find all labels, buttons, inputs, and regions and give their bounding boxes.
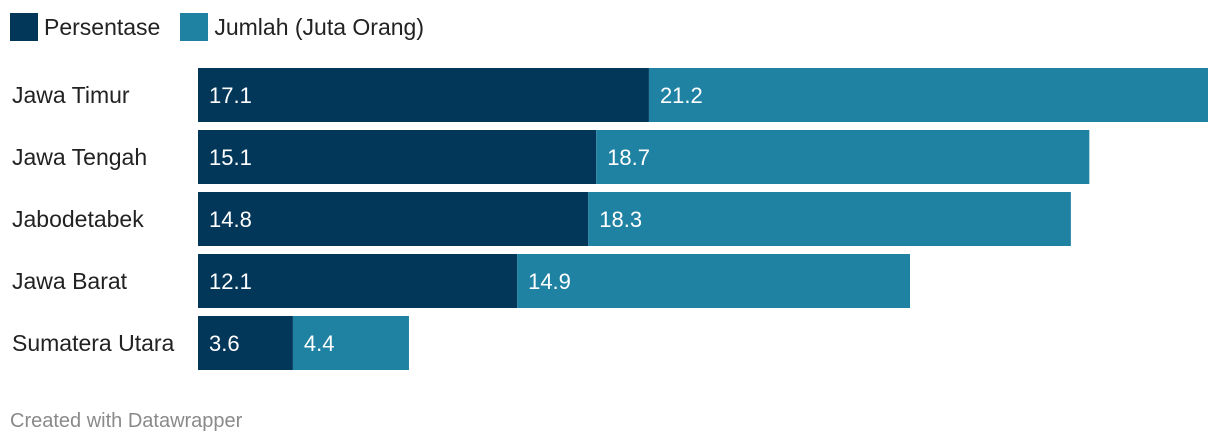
data-label-jawa-tengah-series-1: 18.7 — [607, 145, 650, 170]
bar-jawa-tengah-series-0 — [198, 130, 597, 184]
bar-jawa-tengah-series-1 — [596, 130, 1090, 184]
data-label-jawa-barat-series-0: 12.1 — [209, 269, 252, 294]
legend-swatch-persentase — [10, 13, 38, 41]
category-label-jawa-barat: Jawa Barat — [12, 268, 128, 294]
bar-jawa-timur-series-1 — [648, 68, 1208, 122]
data-label-jawa-barat-series-1: 14.9 — [528, 269, 571, 294]
data-label-jawa-timur-series-0: 17.1 — [209, 83, 252, 108]
data-label-jawa-timur-series-1: 21.2 — [660, 83, 703, 108]
bar-sumatera-utara-series-1 — [292, 316, 409, 370]
stacked-bar-chart: Jawa Timur 17.1 21.2 Jawa Tengah 15.1 18.7 Jab… — [12, 68, 1208, 370]
bar-jawa-timur-series-0 — [198, 68, 649, 122]
bar-jawa-barat-series-1 — [517, 254, 911, 308]
bar-jawa-barat-series-0 — [198, 254, 518, 308]
bar-sumatera-utara-series-0 — [198, 316, 293, 370]
category-label-jawa-tengah: Jawa Tengah — [12, 144, 147, 170]
data-label-jabodetabek-series-1: 18.3 — [599, 207, 642, 232]
legend-item-persentase: Persentase — [10, 13, 160, 41]
category-label-sumatera-utara: Sumatera Utara — [12, 330, 175, 356]
chart-legend: Persentase Jumlah (Juta Orang) — [10, 12, 424, 42]
data-label-sumatera-utara-series-1: 4.4 — [304, 331, 335, 356]
data-label-sumatera-utara-series-0: 3.6 — [209, 331, 240, 356]
category-label-jawa-timur: Jawa Timur — [12, 82, 130, 108]
legend-swatch-jumlah — [180, 13, 209, 41]
category-label-jabodetabek: Jabodetabek — [12, 206, 144, 232]
datawrapper-credit[interactable]: Created with Datawrapper — [10, 410, 243, 432]
legend-label-jumlah: Jumlah (Juta Orang) — [214, 13, 424, 40]
legend-item-jumlah: Jumlah (Juta Orang) — [180, 13, 424, 41]
data-label-jawa-tengah-series-0: 15.1 — [209, 145, 252, 170]
bar-jabodetabek-series-0 — [198, 192, 589, 246]
legend-label-persentase: Persentase — [44, 13, 161, 40]
bar-jabodetabek-series-1 — [588, 192, 1071, 246]
data-label-jabodetabek-series-0: 14.8 — [209, 207, 252, 232]
